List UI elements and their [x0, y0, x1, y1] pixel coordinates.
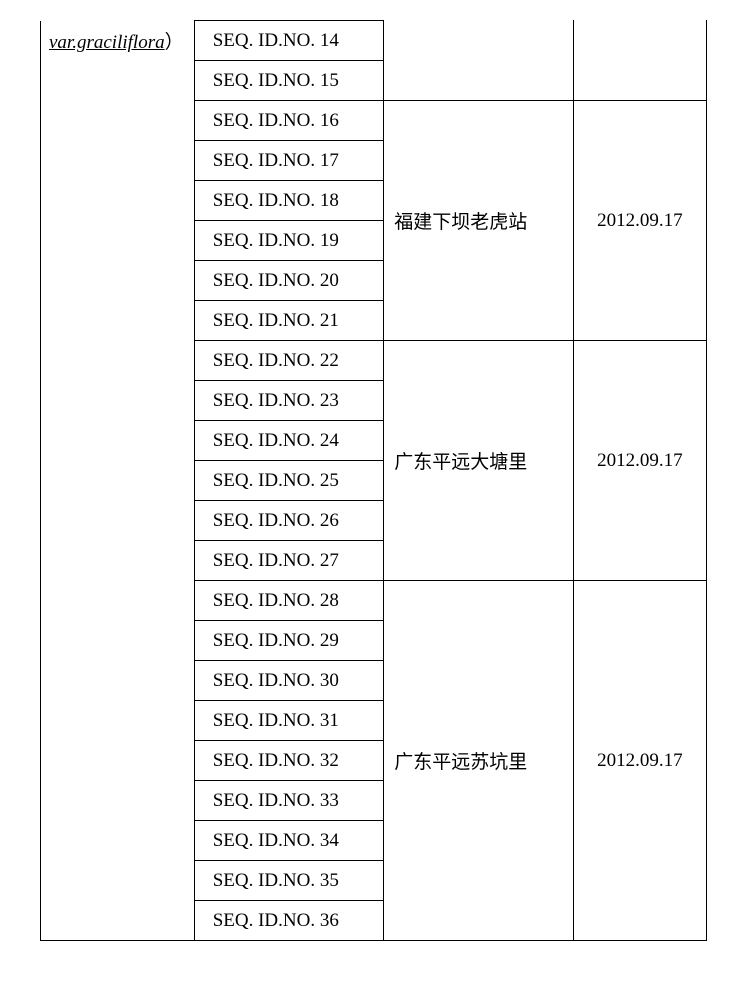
seq-id-cell: SEQ. ID.NO. 19 — [194, 221, 384, 261]
seq-id-cell: SEQ. ID.NO. 22 — [194, 341, 384, 381]
location-cell — [384, 21, 574, 101]
seq-id-cell: SEQ. ID.NO. 21 — [194, 301, 384, 341]
location-cell: 广东平远大塘里 — [384, 341, 574, 581]
seq-id-cell: SEQ. ID.NO. 33 — [194, 781, 384, 821]
species-cell: var.graciliflora） — [41, 21, 195, 941]
table-row: var.graciliflora） SEQ. ID.NO. 14 — [41, 21, 707, 61]
seq-id-cell: SEQ. ID.NO. 26 — [194, 501, 384, 541]
seq-id-cell: SEQ. ID.NO. 20 — [194, 261, 384, 301]
seq-id-cell: SEQ. ID.NO. 27 — [194, 541, 384, 581]
seq-id-cell: SEQ. ID.NO. 30 — [194, 661, 384, 701]
seq-id-cell: SEQ. ID.NO. 28 — [194, 581, 384, 621]
seq-id-cell: SEQ. ID.NO. 29 — [194, 621, 384, 661]
seq-id-cell: SEQ. ID.NO. 34 — [194, 821, 384, 861]
seq-id-cell: SEQ. ID.NO. 25 — [194, 461, 384, 501]
date-cell: 2012.09.17 — [573, 101, 706, 341]
species-paren: ） — [165, 32, 184, 53]
seq-id-cell: SEQ. ID.NO. 24 — [194, 421, 384, 461]
date-cell: 2012.09.17 — [573, 341, 706, 581]
seq-id-cell: SEQ. ID.NO. 15 — [194, 61, 384, 101]
date-cell — [573, 21, 706, 101]
seq-id-cell: SEQ. ID.NO. 36 — [194, 901, 384, 941]
table-body: var.graciliflora）SEQ. ID.NO. 14SEQ. ID.N… — [41, 21, 707, 941]
seq-id-cell: SEQ. ID.NO. 31 — [194, 701, 384, 741]
sequence-table: var.graciliflora）SEQ. ID.NO. 14SEQ. ID.N… — [40, 20, 707, 941]
seq-id-cell: SEQ. ID.NO. 23 — [194, 381, 384, 421]
seq-id-cell: SEQ. ID.NO. 35 — [194, 861, 384, 901]
seq-id-cell: SEQ. ID.NO. 16 — [194, 101, 384, 141]
seq-id-cell: SEQ. ID.NO. 14 — [194, 21, 384, 61]
date-cell: 2012.09.17 — [573, 581, 706, 941]
seq-id-cell: SEQ. ID.NO. 17 — [194, 141, 384, 181]
seq-id-cell: SEQ. ID.NO. 32 — [194, 741, 384, 781]
species-name: var.graciliflora — [49, 32, 165, 53]
table-container: var.graciliflora）SEQ. ID.NO. 14SEQ. ID.N… — [0, 0, 747, 981]
location-cell: 广东平远苏坑里 — [384, 581, 574, 941]
location-cell: 福建下坝老虎站 — [384, 101, 574, 341]
seq-id-cell: SEQ. ID.NO. 18 — [194, 181, 384, 221]
